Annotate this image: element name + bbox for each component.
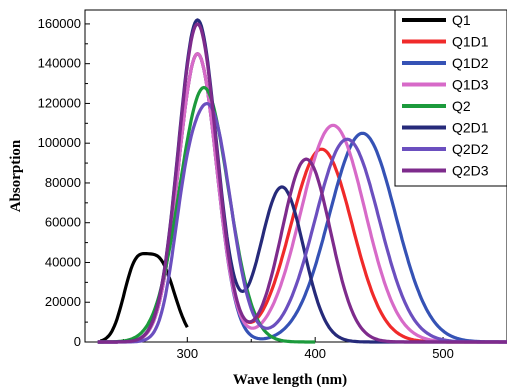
y-tick-label: 60000 <box>45 215 81 230</box>
y-tick-label: 0 <box>74 334 81 349</box>
legend-label: Q1D3 <box>452 77 489 93</box>
y-tick-label: 100000 <box>38 135 81 150</box>
y-tick-label: 160000 <box>38 16 81 31</box>
series-line-q1 <box>99 252 189 343</box>
y-axis-title: Absorption <box>8 139 24 212</box>
x-axis-title: Wave length (nm) <box>233 372 347 388</box>
x-tick-label: 400 <box>304 346 326 361</box>
legend-label: Q1D2 <box>452 55 489 71</box>
x-tick-label: 300 <box>176 346 198 361</box>
series-line-q2 <box>97 85 316 344</box>
y-tick-label: 140000 <box>38 56 81 71</box>
y-axis-ticks: 0 20000 40000 60000 80000 100000 120000 140000 1… <box>38 16 90 349</box>
legend-box <box>394 9 507 187</box>
legend-label: Q1D1 <box>452 34 489 50</box>
y-tick-label: 80000 <box>45 175 81 190</box>
series-line-q2d3 <box>97 22 507 344</box>
legend-label: Q2D1 <box>452 120 489 136</box>
series-line-q2d2 <box>97 102 507 344</box>
y-tick-label: 20000 <box>45 294 81 309</box>
legend-label: Q2D3 <box>452 163 489 179</box>
y-tick-label: 120000 <box>38 95 81 110</box>
series-curves <box>97 18 507 344</box>
x-tick-label: 500 <box>432 346 454 361</box>
legend-label: Q2D2 <box>452 141 489 157</box>
legend-label: Q1 <box>452 12 471 28</box>
y-tick-label: 40000 <box>45 254 81 269</box>
legend-label: Q2 <box>452 98 471 114</box>
chart-legend: Q1 Q1D1 Q1D2 Q1D3 Q2 Q2D1 Q2D2 Q2D3 <box>394 9 507 187</box>
